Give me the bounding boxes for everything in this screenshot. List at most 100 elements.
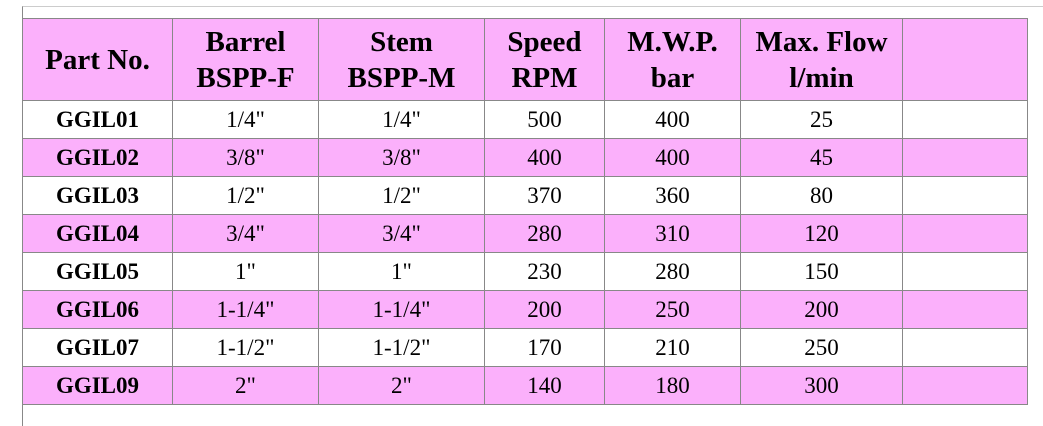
cell-text: 170 — [527, 334, 562, 360]
table-cell: 120 — [740, 214, 903, 253]
table-cell — [902, 138, 1028, 177]
cell-text: 210 — [655, 334, 690, 360]
table-cell: GGIL07 — [22, 328, 173, 367]
table-cell: 370 — [484, 176, 605, 215]
cell-text: 400 — [655, 106, 690, 132]
table-cell: GGIL09 — [22, 366, 173, 405]
header-cell: Barrel BSPP-F — [172, 18, 319, 101]
cell-text: 1/4" — [226, 106, 265, 132]
table-cell: 140 — [484, 366, 605, 405]
table-row: GGIL04 3/4" 3/4" 280 310 120 — [22, 214, 1028, 253]
part-number: GGIL03 — [55, 182, 140, 208]
header-cell — [902, 18, 1028, 101]
cell-text: 1" — [391, 258, 412, 284]
header-text: bar — [650, 61, 695, 94]
cell-text: 45 — [810, 144, 833, 170]
table-cell: 180 — [604, 366, 741, 405]
header-text: RPM — [511, 61, 578, 94]
table-cell: 2" — [318, 366, 485, 405]
header-text: Barrel — [205, 25, 286, 58]
cell-text: 1/4" — [382, 106, 421, 132]
table-cell: 280 — [604, 252, 741, 291]
table-cell: 1-1/2" — [172, 328, 319, 367]
table-cell: 25 — [740, 100, 903, 139]
table-row: GGIL06 1-1/4" 1-1/4" 200 250 200 — [22, 290, 1028, 329]
table-row: GGIL01 1/4" 1/4" 500 400 25 — [22, 100, 1028, 139]
cell-text: 280 — [655, 258, 690, 284]
cell-text: 370 — [527, 182, 562, 208]
table-cell: 400 — [604, 100, 741, 139]
cell-text: 150 — [804, 258, 839, 284]
table-cell: 400 — [484, 138, 605, 177]
table-cell: 200 — [740, 290, 903, 329]
table-cell: 1-1/2" — [318, 328, 485, 367]
table-cell: GGIL01 — [22, 100, 173, 139]
table-cell: 1/4" — [172, 100, 319, 139]
cell-text: 400 — [655, 144, 690, 170]
cell-text: 120 — [804, 220, 839, 246]
table-row: GGIL05 1" 1" 230 280 150 — [22, 252, 1028, 291]
header-text: Speed — [507, 25, 582, 58]
table-cell: 200 — [484, 290, 605, 329]
header-text: BSPP-F — [196, 61, 295, 94]
table-row: GGIL09 2" 2" 140 180 300 — [22, 366, 1028, 405]
cell-text: 360 — [655, 182, 690, 208]
header-cell: Speed RPM — [484, 18, 605, 101]
cell-text: 3/8" — [382, 144, 421, 170]
cell-text: 300 — [804, 372, 839, 398]
table-cell — [902, 214, 1028, 253]
table-cell: 45 — [740, 138, 903, 177]
table-cell — [902, 176, 1028, 215]
cell-text: 3/4" — [226, 220, 265, 246]
table-cell: 170 — [484, 328, 605, 367]
header-cell: Max. Flow l/min — [740, 18, 903, 101]
cell-text: 3/4" — [382, 220, 421, 246]
cell-text: 2" — [391, 372, 412, 398]
table-cell: 210 — [604, 328, 741, 367]
header-text: Max. Flow — [755, 25, 888, 58]
cell-text: 1-1/4" — [216, 296, 275, 322]
table-cell — [902, 328, 1028, 367]
part-number: GGIL06 — [55, 296, 140, 322]
table-row: GGIL02 3/8" 3/8" 400 400 45 — [22, 138, 1028, 177]
part-number: GGIL09 — [55, 372, 140, 398]
spec-table: Part No. Barrel BSPP-F Stem BSPP-M Speed RPM M.… — [22, 18, 1028, 405]
cell-text: 200 — [527, 296, 562, 322]
cell-text: 1/2" — [382, 182, 421, 208]
table-row: GGIL07 1-1/2" 1-1/2" 170 210 250 — [22, 328, 1028, 367]
part-number: GGIL01 — [55, 106, 140, 132]
table-cell: GGIL02 — [22, 138, 173, 177]
table-cell: GGIL04 — [22, 214, 173, 253]
table-cell: 360 — [604, 176, 741, 215]
table-cell: 3/4" — [318, 214, 485, 253]
table-cell: 150 — [740, 252, 903, 291]
table-cell: 1-1/4" — [172, 290, 319, 329]
part-number: GGIL05 — [55, 258, 140, 284]
table-cell: 230 — [484, 252, 605, 291]
table-cell: 3/8" — [172, 138, 319, 177]
cell-text: 3/8" — [226, 144, 265, 170]
table-cell: 1-1/4" — [318, 290, 485, 329]
table-cell: 1" — [172, 252, 319, 291]
header-text: Part No. — [45, 43, 150, 76]
table-cell — [902, 100, 1028, 139]
table-cell: GGIL03 — [22, 176, 173, 215]
table-cell: 2" — [172, 366, 319, 405]
table-cell: 1/2" — [172, 176, 319, 215]
cell-text: 250 — [655, 296, 690, 322]
table-cell: 400 — [604, 138, 741, 177]
header-text: BSPP-M — [347, 61, 456, 94]
table-cell: 250 — [604, 290, 741, 329]
header-row: Part No. Barrel BSPP-F Stem BSPP-M Speed RPM M.… — [22, 18, 1028, 101]
table-cell: 1" — [318, 252, 485, 291]
table-cell: 310 — [604, 214, 741, 253]
cell-text: 80 — [810, 182, 833, 208]
cell-text: 1" — [235, 258, 256, 284]
part-number: GGIL07 — [55, 334, 140, 360]
table-cell: 3/8" — [318, 138, 485, 177]
header-cell: Stem BSPP-M — [318, 18, 485, 101]
table-cell: 80 — [740, 176, 903, 215]
cell-text: 1/2" — [226, 182, 265, 208]
cell-text: 2" — [235, 372, 256, 398]
